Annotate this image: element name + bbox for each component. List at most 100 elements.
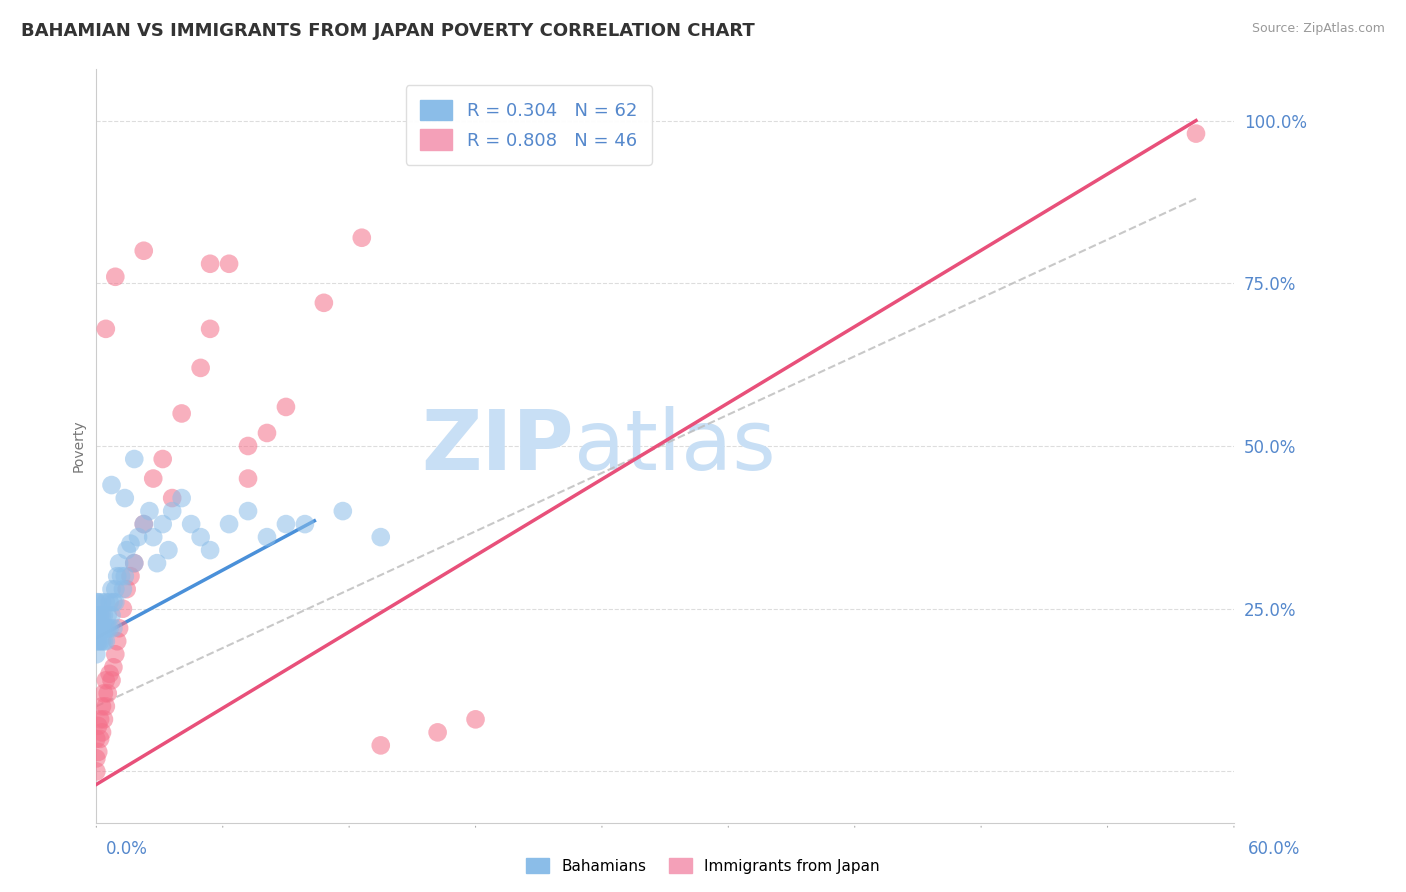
Point bbox=[86, 731, 108, 746]
Point bbox=[97, 621, 120, 635]
Point bbox=[86, 751, 108, 765]
Point bbox=[94, 595, 117, 609]
Text: atlas: atlas bbox=[574, 406, 776, 486]
Point bbox=[86, 647, 108, 661]
Point bbox=[87, 595, 110, 609]
Point bbox=[94, 699, 117, 714]
Point bbox=[105, 569, 128, 583]
Point bbox=[132, 244, 155, 258]
Y-axis label: Poverty: Poverty bbox=[72, 420, 86, 472]
Text: BAHAMIAN VS IMMIGRANTS FROM JAPAN POVERTY CORRELATION CHART: BAHAMIAN VS IMMIGRANTS FROM JAPAN POVERT… bbox=[21, 22, 755, 40]
Point bbox=[89, 712, 111, 726]
Text: Source: ZipAtlas.com: Source: ZipAtlas.com bbox=[1251, 22, 1385, 36]
Point bbox=[160, 504, 183, 518]
Point bbox=[87, 621, 110, 635]
Point bbox=[274, 400, 297, 414]
Point bbox=[100, 478, 122, 492]
Point bbox=[127, 530, 149, 544]
Point bbox=[170, 491, 193, 505]
Point bbox=[94, 621, 117, 635]
Legend: Bahamians, Immigrants from Japan: Bahamians, Immigrants from Japan bbox=[520, 852, 886, 880]
Point bbox=[97, 686, 120, 700]
Point bbox=[110, 569, 132, 583]
Point bbox=[89, 731, 111, 746]
Point bbox=[104, 595, 127, 609]
Legend: R = 0.304   N = 62, R = 0.808   N = 46: R = 0.304 N = 62, R = 0.808 N = 46 bbox=[405, 85, 652, 165]
Point bbox=[94, 634, 117, 648]
Point bbox=[157, 543, 180, 558]
Point bbox=[198, 322, 221, 336]
Point bbox=[91, 621, 114, 635]
Point bbox=[100, 582, 122, 597]
Point bbox=[100, 673, 122, 688]
Point bbox=[256, 425, 278, 440]
Point bbox=[91, 634, 114, 648]
Point bbox=[111, 601, 134, 615]
Point bbox=[111, 582, 134, 597]
Point bbox=[370, 739, 392, 753]
Text: 0.0%: 0.0% bbox=[105, 840, 148, 858]
Point bbox=[146, 556, 169, 570]
Point bbox=[103, 621, 125, 635]
Point bbox=[108, 621, 131, 635]
Point bbox=[89, 608, 111, 623]
Point bbox=[370, 530, 392, 544]
Point bbox=[138, 504, 160, 518]
Point bbox=[94, 322, 117, 336]
Point bbox=[142, 530, 165, 544]
Point bbox=[115, 582, 138, 597]
Point bbox=[93, 712, 115, 726]
Text: 60.0%: 60.0% bbox=[1249, 840, 1301, 858]
Point bbox=[332, 504, 354, 518]
Point bbox=[464, 712, 486, 726]
Point bbox=[93, 621, 115, 635]
Point bbox=[86, 608, 108, 623]
Point bbox=[160, 491, 183, 505]
Point bbox=[132, 517, 155, 532]
Point bbox=[87, 634, 110, 648]
Point bbox=[104, 269, 127, 284]
Point bbox=[312, 295, 335, 310]
Point bbox=[122, 556, 145, 570]
Point bbox=[104, 582, 127, 597]
Point bbox=[98, 595, 121, 609]
Point bbox=[89, 621, 111, 635]
Point bbox=[120, 569, 142, 583]
Point bbox=[236, 471, 259, 485]
Point bbox=[105, 634, 128, 648]
Point bbox=[87, 719, 110, 733]
Point bbox=[198, 543, 221, 558]
Point bbox=[152, 517, 174, 532]
Point bbox=[103, 660, 125, 674]
Point bbox=[104, 647, 127, 661]
Point bbox=[256, 530, 278, 544]
Point bbox=[91, 595, 114, 609]
Point bbox=[87, 608, 110, 623]
Point bbox=[180, 517, 202, 532]
Point bbox=[94, 673, 117, 688]
Point bbox=[93, 608, 115, 623]
Point bbox=[91, 725, 114, 739]
Point bbox=[132, 517, 155, 532]
Point bbox=[115, 543, 138, 558]
Point bbox=[86, 634, 108, 648]
Point bbox=[218, 257, 240, 271]
Point bbox=[236, 504, 259, 518]
Point bbox=[114, 491, 136, 505]
Point bbox=[93, 634, 115, 648]
Point bbox=[91, 608, 114, 623]
Point bbox=[86, 764, 108, 779]
Point bbox=[122, 556, 145, 570]
Point bbox=[142, 471, 165, 485]
Point bbox=[294, 517, 316, 532]
Point bbox=[190, 360, 212, 375]
Point bbox=[218, 517, 240, 532]
Point bbox=[91, 699, 114, 714]
Point bbox=[100, 608, 122, 623]
Point bbox=[190, 530, 212, 544]
Point bbox=[1185, 127, 1208, 141]
Point bbox=[97, 608, 120, 623]
Point bbox=[86, 595, 108, 609]
Point bbox=[114, 569, 136, 583]
Text: ZIP: ZIP bbox=[422, 406, 574, 486]
